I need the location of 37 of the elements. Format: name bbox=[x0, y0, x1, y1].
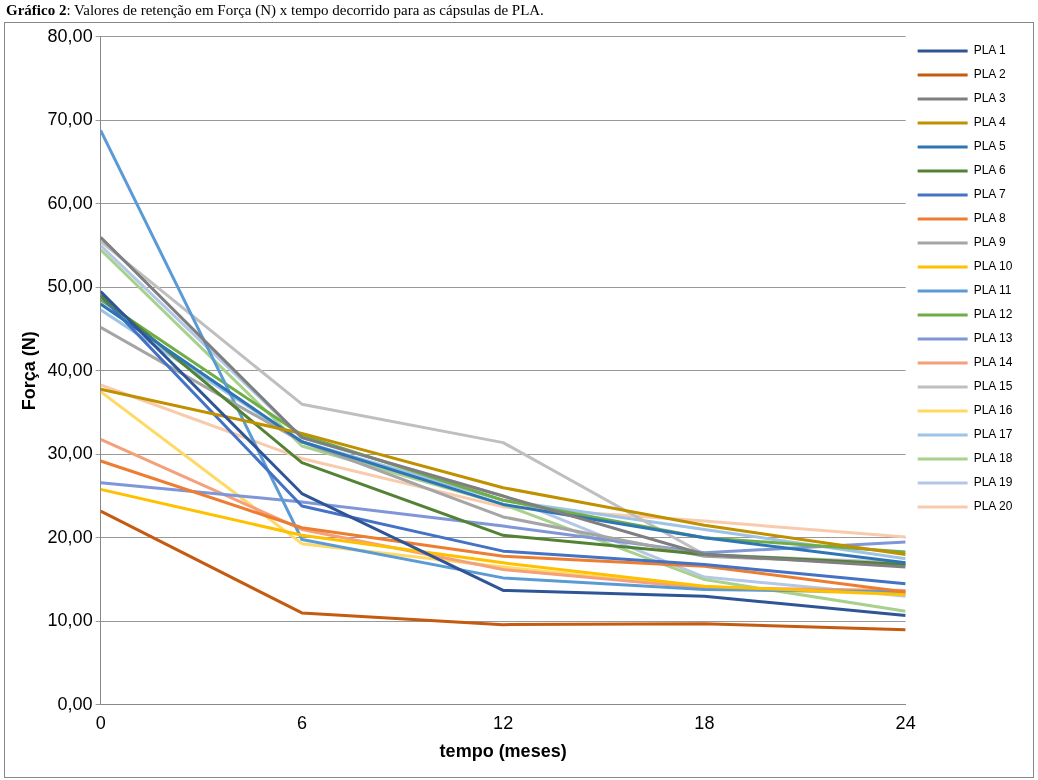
legend-label: PLA 6 bbox=[973, 163, 1006, 178]
legend-label: PLA 7 bbox=[973, 187, 1006, 202]
y-tick-label: 70,00 bbox=[47, 109, 93, 130]
x-tick-label: 6 bbox=[296, 712, 307, 733]
legend-label: PLA 1 bbox=[973, 43, 1006, 58]
x-tick-label: 24 bbox=[895, 712, 916, 733]
legend-label: PLA 12 bbox=[973, 307, 1013, 322]
y-tick-label: 10,00 bbox=[47, 610, 93, 631]
legend-label: PLA 20 bbox=[973, 499, 1013, 514]
legend-label: PLA 5 bbox=[973, 139, 1006, 154]
legend-label: PLA 18 bbox=[973, 451, 1013, 466]
y-tick-label: 20,00 bbox=[47, 526, 93, 547]
legend-label: PLA 19 bbox=[973, 475, 1013, 490]
x-axis-title: tempo (meses) bbox=[439, 741, 567, 762]
y-tick-label: 40,00 bbox=[47, 359, 93, 380]
legend-label: PLA 14 bbox=[973, 355, 1013, 370]
y-tick-label: 50,00 bbox=[47, 276, 93, 297]
legend-label: PLA 17 bbox=[973, 427, 1013, 442]
x-tick-label: 18 bbox=[694, 712, 715, 733]
legend-label: PLA 16 bbox=[973, 403, 1013, 418]
y-tick-label: 0,00 bbox=[57, 693, 93, 714]
legend-label: PLA 3 bbox=[973, 91, 1006, 106]
legend-label: PLA 15 bbox=[973, 379, 1013, 394]
x-tick-label: 12 bbox=[493, 712, 514, 733]
y-axis-title: Força (N) bbox=[18, 331, 39, 411]
chart-title: Gráfico 2: Valores de retenção em Força (N) x tempo decorrido para as cápsulas de PLA. bbox=[6, 2, 545, 20]
legend-label: PLA 2 bbox=[973, 67, 1006, 82]
legend-label: PLA 11 bbox=[973, 283, 1012, 298]
legend-label: PLA 13 bbox=[973, 331, 1013, 346]
legend-label: PLA 8 bbox=[973, 211, 1006, 226]
legend-label: PLA 9 bbox=[973, 235, 1006, 250]
x-tick-label: 0 bbox=[95, 712, 106, 733]
legend-label: PLA 4 bbox=[973, 115, 1006, 130]
y-tick-label: 30,00 bbox=[47, 443, 93, 464]
y-tick-label: 60,00 bbox=[47, 192, 93, 213]
legend-label: PLA 10 bbox=[973, 259, 1013, 274]
y-tick-label: 80,00 bbox=[47, 25, 93, 46]
